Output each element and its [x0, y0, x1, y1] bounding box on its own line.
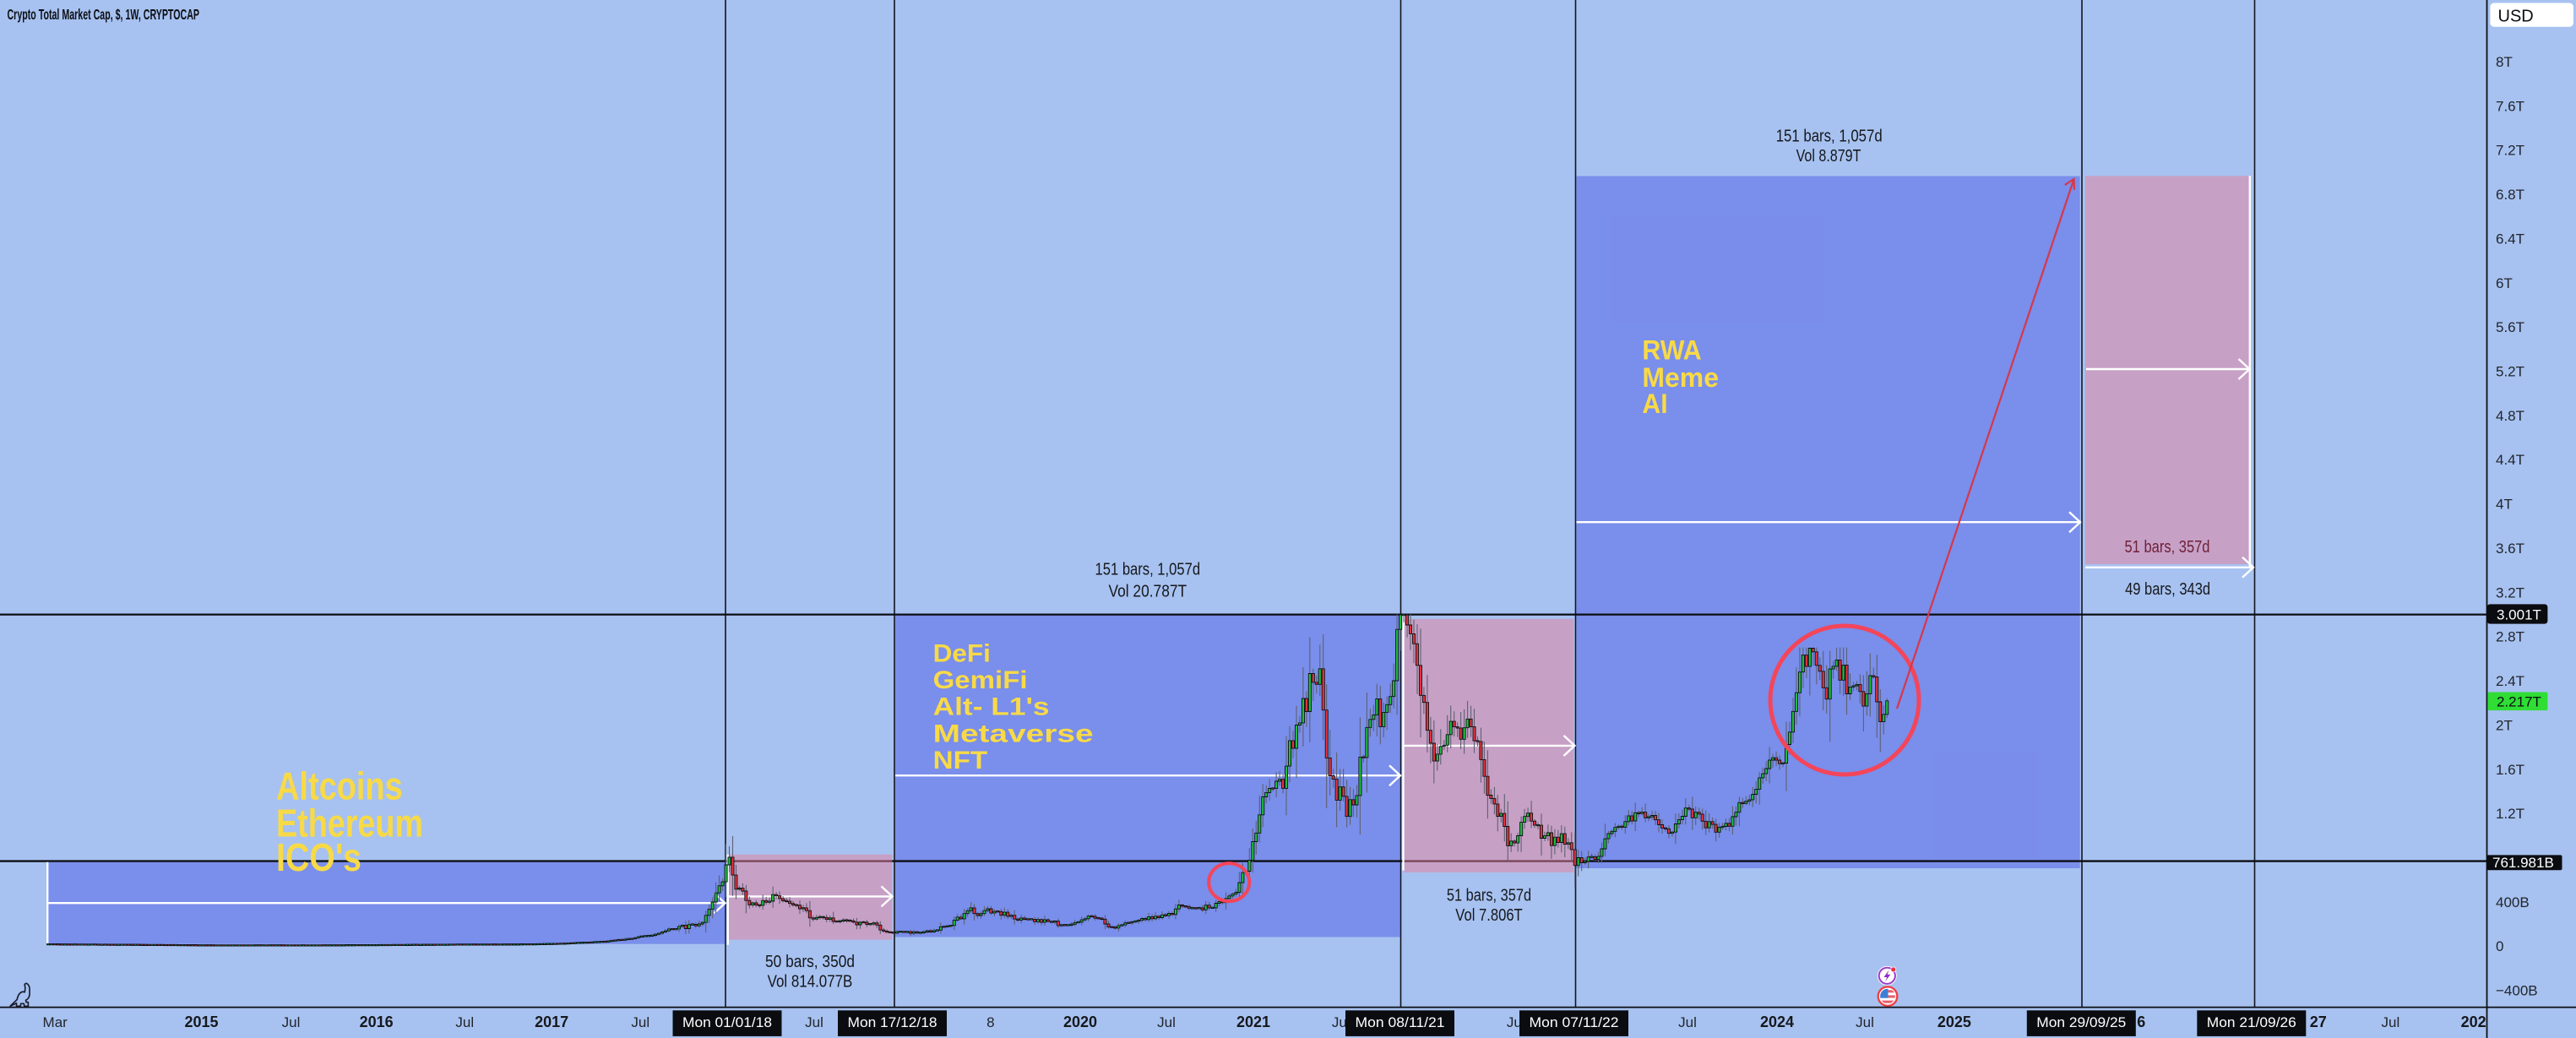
svg-text:151 bars, 1,057d: 151 bars, 1,057d [1776, 128, 1883, 146]
svg-text:Jul: Jul [1157, 1014, 1176, 1030]
svg-text:GemiFi: GemiFi [933, 666, 1028, 694]
svg-text:0: 0 [2496, 938, 2503, 954]
svg-text:151 bars, 1,057d: 151 bars, 1,057d [1095, 561, 1201, 579]
svg-text:2.4T: 2.4T [2496, 673, 2524, 689]
svg-text:8T: 8T [2496, 54, 2513, 70]
svg-text:Metaverse: Metaverse [933, 720, 1094, 747]
svg-text:2020: 2020 [1063, 1014, 1097, 1030]
svg-text:Ethereum: Ethereum [276, 802, 423, 845]
svg-text:49 bars, 343d: 49 bars, 343d [2125, 580, 2210, 599]
svg-text:Jul: Jul [631, 1014, 649, 1030]
svg-text:4.4T: 4.4T [2496, 452, 2524, 468]
svg-text:Ju: Ju [1507, 1014, 1522, 1030]
svg-text:8: 8 [986, 1014, 994, 1030]
svg-text:51 bars, 357d: 51 bars, 357d [1447, 887, 1531, 905]
svg-text:400B: 400B [2496, 894, 2530, 910]
svg-text:3.2T: 3.2T [2496, 584, 2524, 601]
svg-text:6: 6 [2137, 1014, 2145, 1030]
svg-text:Vol 7.806T: Vol 7.806T [1455, 906, 1522, 925]
svg-text:Mon 07/11/22: Mon 07/11/22 [1530, 1014, 1619, 1030]
svg-text:4.8T: 4.8T [2496, 408, 2524, 424]
svg-text:Alt- L1's: Alt- L1's [933, 693, 1050, 721]
svg-text:Altcoins: Altcoins [276, 764, 403, 808]
svg-text:2015: 2015 [184, 1014, 218, 1030]
svg-text:5.2T: 5.2T [2496, 364, 2524, 380]
svg-text:AI: AI [1642, 389, 1667, 419]
svg-text:Jul: Jul [805, 1014, 823, 1030]
svg-text:27: 27 [2310, 1014, 2327, 1030]
svg-text:Vol 8.879T: Vol 8.879T [1796, 147, 1861, 166]
svg-text:Vol 20.787T: Vol 20.787T [1108, 583, 1187, 601]
svg-text:Jul: Jul [2382, 1014, 2400, 1030]
svg-text:5.6T: 5.6T [2496, 319, 2524, 335]
svg-text:Vol 814.077B: Vol 814.077B [768, 973, 853, 992]
svg-text:7.2T: 7.2T [2496, 143, 2524, 159]
svg-text:1.6T: 1.6T [2496, 762, 2524, 778]
svg-text:6T: 6T [2496, 275, 2513, 291]
svg-text:6.4T: 6.4T [2496, 231, 2524, 247]
svg-text:Meme: Meme [1642, 362, 1719, 393]
svg-text:3.001T: 3.001T [2497, 607, 2541, 623]
svg-text:2024: 2024 [1760, 1014, 1794, 1030]
svg-text:−400B: −400B [2496, 983, 2538, 999]
svg-text:Ju: Ju [1332, 1014, 1347, 1030]
svg-text:Mon 01/01/18: Mon 01/01/18 [682, 1014, 772, 1030]
svg-text:50 bars, 350d: 50 bars, 350d [765, 953, 855, 971]
svg-text:4T: 4T [2496, 497, 2513, 513]
svg-text:1.2T: 1.2T [2496, 806, 2524, 822]
svg-text:Jul: Jul [1856, 1014, 1874, 1030]
svg-text:USD: USD [2498, 7, 2534, 25]
svg-text:Mon 21/09/26: Mon 21/09/26 [2207, 1014, 2296, 1030]
svg-text:2016: 2016 [360, 1014, 394, 1030]
svg-text:2.8T: 2.8T [2496, 629, 2524, 645]
svg-text:2021: 2021 [1236, 1014, 1270, 1030]
svg-text:Mar: Mar [43, 1014, 68, 1030]
svg-text:NFT: NFT [933, 747, 988, 774]
svg-text:Jul: Jul [1678, 1014, 1697, 1030]
svg-text:2017: 2017 [535, 1014, 568, 1030]
svg-text:Mon 29/09/25: Mon 29/09/25 [2036, 1014, 2126, 1030]
svg-text:202: 202 [2461, 1014, 2486, 1030]
svg-text:2025: 2025 [1937, 1014, 1971, 1030]
svg-text:3.6T: 3.6T [2496, 541, 2524, 557]
svg-text:7.6T: 7.6T [2496, 98, 2524, 114]
svg-text:Jul: Jul [455, 1014, 474, 1030]
svg-text:6.8T: 6.8T [2496, 187, 2524, 203]
svg-text:Mon 17/12/18: Mon 17/12/18 [848, 1014, 937, 1030]
svg-text:2.217T: 2.217T [2497, 694, 2541, 710]
svg-text:RWA: RWA [1642, 334, 1701, 365]
svg-text:761.981B: 761.981B [2492, 855, 2554, 871]
svg-text:ICO's: ICO's [276, 835, 361, 879]
svg-text:Jul: Jul [282, 1014, 301, 1030]
svg-text:51 bars, 357d: 51 bars, 357d [2125, 538, 2210, 557]
svg-text:2T: 2T [2496, 717, 2513, 733]
svg-text:Mon 08/11/21: Mon 08/11/21 [1356, 1014, 1445, 1030]
svg-text:Crypto Total Market Cap, $, 1W: Crypto Total Market Cap, $, 1W, CRYPTOCA… [8, 6, 200, 23]
svg-text:DeFi: DeFi [933, 640, 991, 668]
